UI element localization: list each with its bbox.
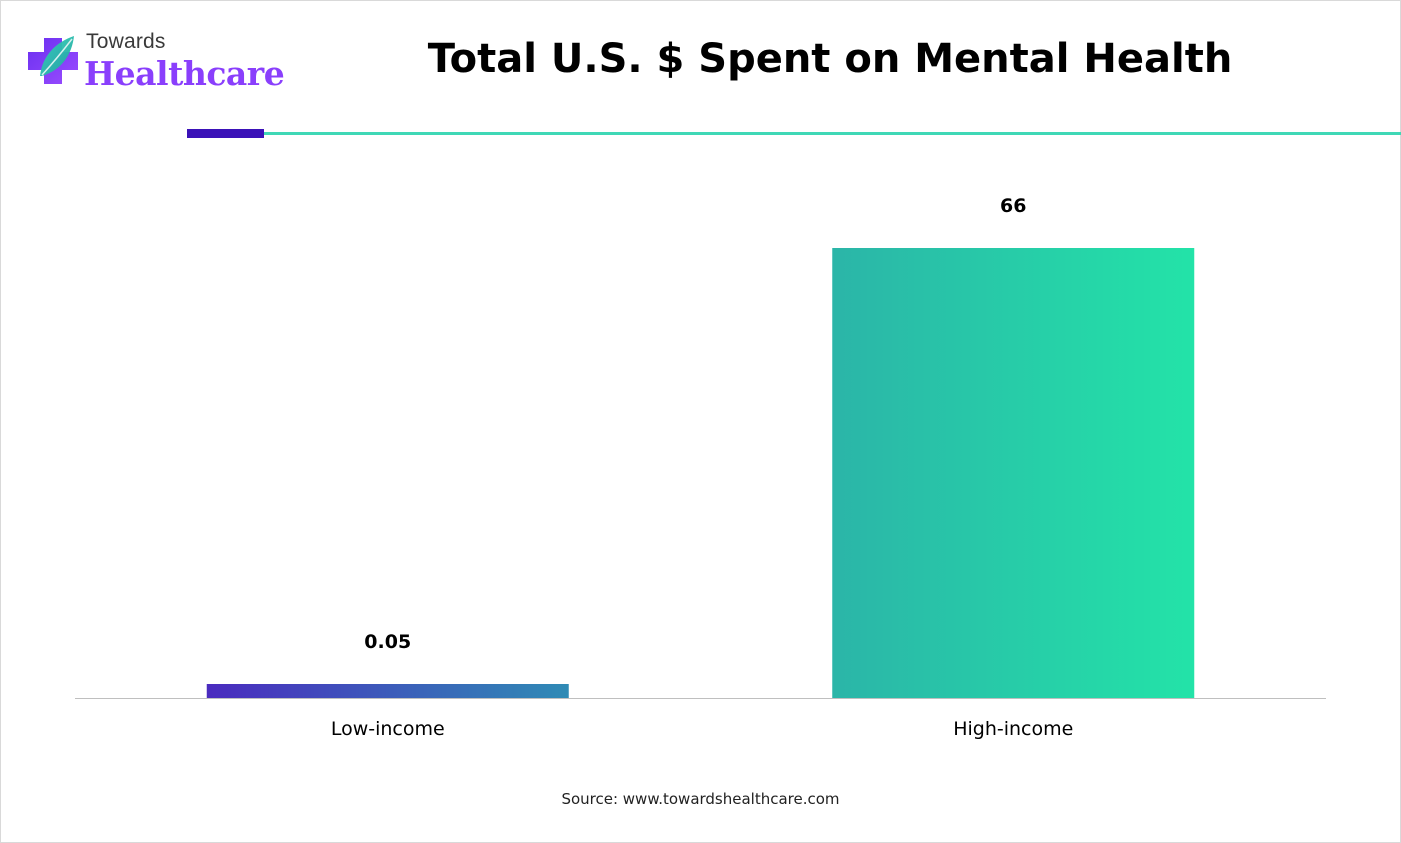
chart-title: Total U.S. $ Spent on Mental Health xyxy=(427,36,1233,82)
brand-logo: Towards Healthcare xyxy=(26,30,286,100)
bar-low-income xyxy=(206,684,569,698)
logo-text-healthcare: Healthcare xyxy=(84,54,285,93)
logo-text-towards: Towards xyxy=(86,30,166,53)
bar-high-income xyxy=(832,248,1195,698)
data-label-high-income: 66 xyxy=(1000,195,1026,217)
medical-cross-leaf-icon xyxy=(28,36,78,84)
x-tick-label-high-income: High-income xyxy=(953,718,1073,740)
title-underline-accent xyxy=(187,129,264,138)
source-note: Source: www.towardshealthcare.com xyxy=(561,790,840,808)
data-label-low-income: 0.05 xyxy=(364,631,411,653)
x-tick-label-low-income: Low-income xyxy=(331,718,445,740)
title-underline-teal xyxy=(262,132,1401,135)
